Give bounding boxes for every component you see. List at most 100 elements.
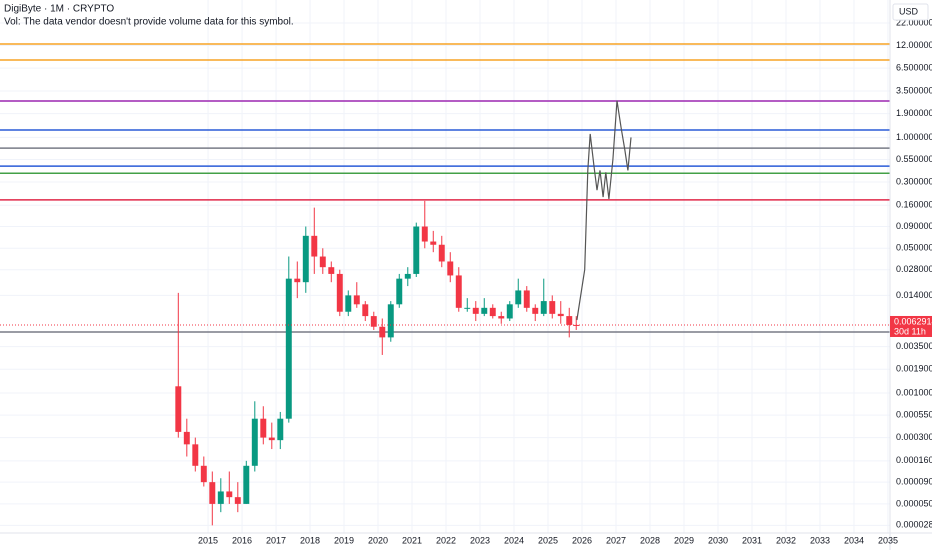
candle-body: [183, 431, 190, 445]
candle-body: [353, 295, 360, 305]
last-price-countdown: 30d 11h: [894, 326, 926, 336]
candle-body: [328, 267, 335, 274]
y-tick-label: 1.9000000: [896, 108, 932, 118]
candle-body: [243, 465, 250, 504]
candle-body: [413, 226, 420, 274]
candle-body: [379, 326, 386, 338]
x-tick-label: 2026: [572, 535, 592, 545]
x-tick-label: 2034: [844, 535, 864, 545]
candle-body: [192, 444, 199, 466]
candle-body: [498, 316, 505, 319]
x-tick-label: 2024: [504, 535, 524, 545]
grid: [0, 0, 890, 533]
currency[interactable]: USD: [899, 6, 919, 16]
last-price-box: [890, 315, 932, 337]
candle-body: [336, 273, 343, 312]
x-tick-label: 2027: [606, 535, 626, 545]
x-tick-label: 2031: [742, 535, 762, 545]
candle-body: [515, 290, 522, 305]
candle-body: [226, 491, 233, 498]
candle-body: [472, 307, 479, 314]
candle-body: [285, 278, 292, 419]
candle-body: [311, 235, 318, 257]
candle-body: [430, 241, 437, 245]
candle-body: [464, 307, 471, 309]
candles: [0, 100, 890, 526]
x-tick-label: 2021: [402, 535, 422, 545]
x-tick-label: 2020: [368, 535, 388, 545]
candle-body: [251, 418, 258, 466]
candle-body: [506, 304, 513, 319]
candle-body: [217, 491, 224, 504]
chart-title: DigiByte · 1M · CRYPTO: [4, 4, 114, 15]
candle-body: [268, 437, 275, 441]
candle-body: [532, 307, 539, 314]
x-tick-label: 2015: [198, 535, 218, 545]
candle-body: [523, 290, 530, 308]
candle-body: [447, 261, 454, 276]
candle-body: [175, 386, 182, 432]
x-tick-label: 2022: [436, 535, 456, 545]
x-tick-label: 2029: [674, 535, 694, 545]
y-tick-label: 3.5000000: [896, 85, 932, 95]
candle-body: [387, 304, 394, 338]
x-tick-label: 2019: [334, 535, 354, 545]
candle-body: [370, 316, 377, 327]
x-tick-label: 2023: [470, 535, 490, 545]
candle-body: [455, 275, 462, 308]
y-tick-label: 0.0000280: [896, 520, 932, 530]
y-tick-label: 6.5000000: [896, 63, 932, 73]
last-price-label: 0.0062914: [894, 316, 932, 326]
candle-body: [421, 226, 428, 242]
candle-body: [438, 244, 445, 262]
candle-body: [345, 295, 352, 312]
candle-body: [294, 278, 301, 283]
x-tick-label: 2016: [232, 535, 252, 545]
candle-body: [481, 307, 488, 314]
candle-body: [362, 304, 369, 317]
x-tick-label: 2032: [776, 535, 796, 545]
candle-body: [277, 418, 284, 441]
candle-body: [489, 307, 496, 317]
candle-body: [540, 301, 547, 314]
currency-button[interactable]: [892, 3, 929, 21]
projection-line: [576, 100, 632, 321]
candle-body: [319, 256, 326, 268]
candle-body: [396, 278, 403, 305]
x-tick-label: 2025: [538, 535, 558, 545]
candle-body: [260, 418, 267, 438]
candle-body: [557, 313, 564, 317]
candle-body: [209, 482, 216, 504]
candle-body: [234, 497, 241, 504]
x-tick-label: 2033: [810, 535, 830, 545]
x-tick-label: 2017: [266, 535, 286, 545]
x-tick-label: 2030: [708, 535, 728, 545]
candle-body: [566, 316, 573, 325]
candle-body: [200, 465, 207, 483]
x-tick-label: 2018: [300, 535, 320, 545]
candle-body: [404, 273, 411, 279]
candle-body: [302, 235, 309, 283]
x-tick-label: 2035: [878, 535, 898, 545]
